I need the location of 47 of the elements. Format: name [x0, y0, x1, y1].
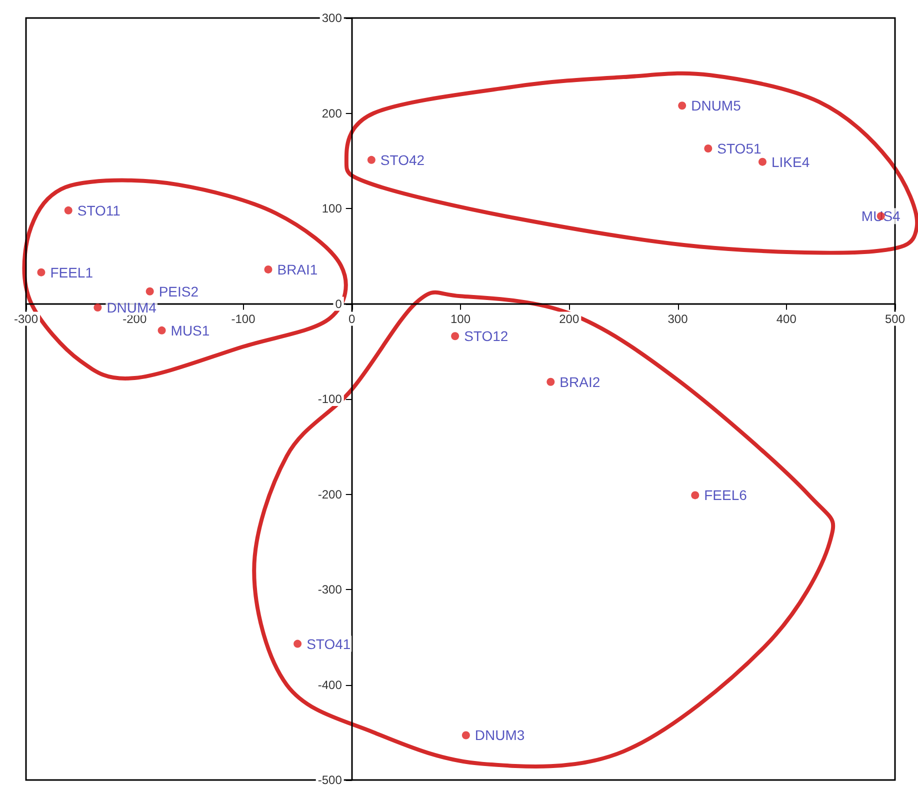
point	[94, 304, 102, 312]
y-tick-label: -300	[318, 582, 342, 596]
point	[158, 326, 166, 334]
point	[146, 287, 154, 296]
point	[704, 144, 712, 152]
x-tick-label: 0	[348, 312, 356, 326]
annotation: MUS1	[170, 322, 210, 338]
point	[37, 268, 46, 276]
annotation: STO12	[464, 328, 508, 344]
annotation: PEIS2	[158, 283, 199, 300]
y-tick-label: 200	[322, 106, 342, 120]
x-tick-label: -100	[231, 312, 256, 326]
point	[462, 731, 470, 740]
y-tick-label: -100	[318, 392, 342, 406]
y-tick-label: -200	[318, 487, 342, 502]
annotation: STO41	[306, 636, 351, 652]
point	[546, 378, 555, 386]
y-tick-label: 300	[322, 11, 342, 25]
x-tick-label: 400	[776, 312, 797, 326]
point	[264, 265, 272, 274]
annotation: BRAI1	[277, 261, 318, 278]
annotation: STO42	[380, 152, 425, 168]
annotation: FEEL6	[704, 487, 748, 504]
point	[678, 102, 686, 110]
annotation: STO11	[77, 202, 121, 218]
x-tick-label: -300	[14, 312, 38, 326]
annotation: DNUM5	[691, 98, 742, 114]
annotation: STO51	[717, 140, 762, 156]
annotation: BRAI2	[560, 374, 600, 390]
y-tick-label: 100	[322, 202, 342, 216]
point	[691, 491, 700, 500]
y-tick-label: -500	[318, 773, 342, 787]
point	[451, 332, 460, 340]
point	[294, 640, 302, 648]
y-tick-label: 0	[335, 296, 342, 311]
annotation: DNUM4	[106, 300, 157, 316]
y-tick-label: -400	[318, 678, 342, 692]
point	[64, 206, 72, 214]
point	[758, 158, 766, 166]
x-tick-label: 500	[884, 312, 906, 326]
annotation: LIKE4	[771, 154, 810, 170]
point	[367, 156, 376, 164]
annotation: FEEL1	[50, 264, 94, 280]
x-tick-label: 200	[559, 312, 580, 326]
x-tick-label: 100	[450, 312, 471, 326]
annotation: DNUM3	[474, 727, 525, 744]
x-tick-label: 300	[668, 312, 688, 326]
